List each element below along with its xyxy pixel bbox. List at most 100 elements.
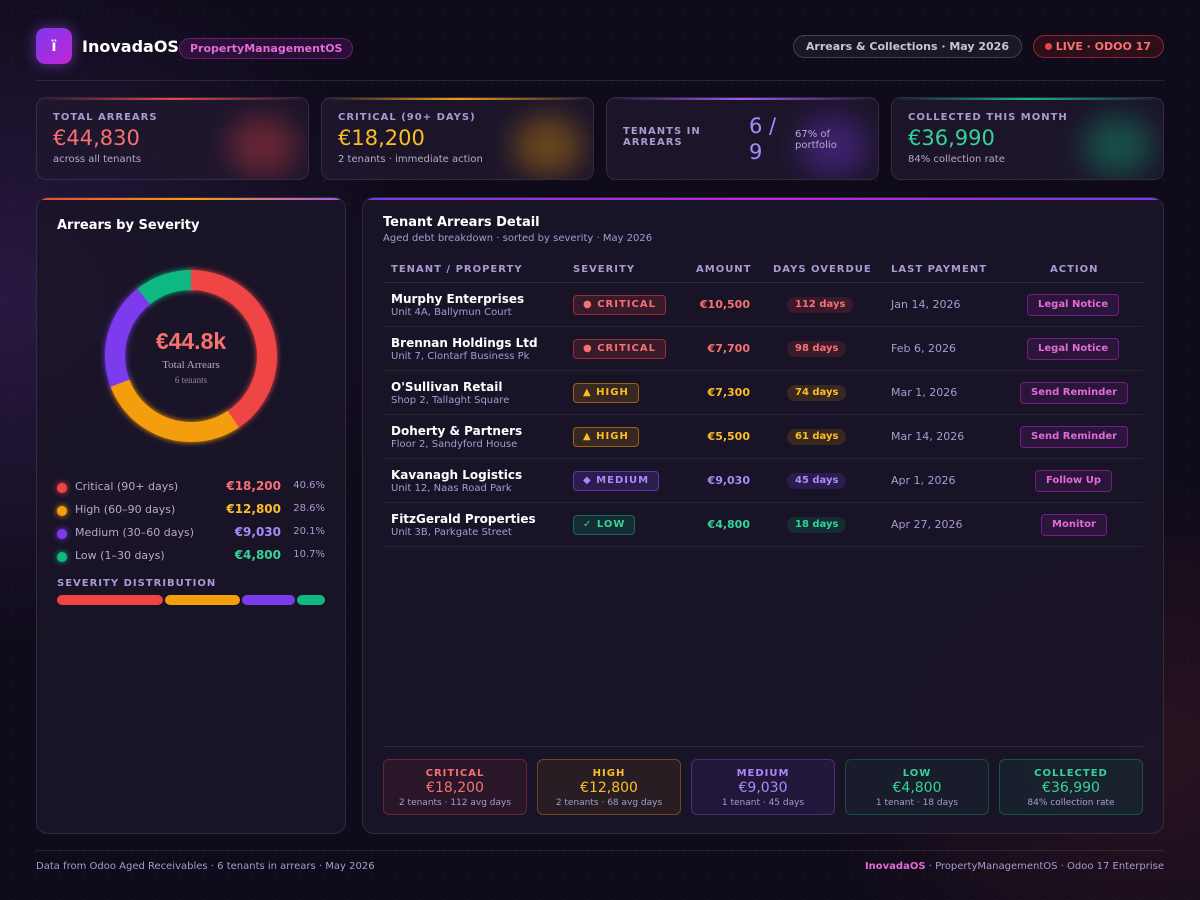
severity-badge: ▲ HIGH (573, 383, 639, 403)
tenant-property: Unit 4A, Ballymun Court (391, 307, 512, 318)
monitor-button[interactable]: Monitor (1041, 514, 1107, 536)
kpi-glow (798, 116, 868, 176)
severity-donut-chart: €44.8k Total Arrears 6 tenants (105, 270, 277, 442)
amount-value: €5,500 (707, 430, 750, 443)
donut-slice-high (105, 270, 277, 442)
legend-percent: 20.1% (293, 526, 325, 537)
footer-brand-text: InovadaOS · PropertyManagementOS · Odoo … (865, 861, 1164, 872)
summary-low: LOW €4,800 1 tenant · 18 days (845, 759, 989, 815)
tenant-property: Unit 3B, Parkgate Street (391, 527, 512, 538)
severity-badge: ◆ MEDIUM (573, 471, 660, 491)
send-reminder-button[interactable]: Send Reminder (1020, 426, 1129, 448)
live-dot-icon (1044, 43, 1052, 50)
last-payment-date: Mar 1, 2026 (891, 386, 958, 399)
legend-dot-icon (57, 552, 67, 562)
follow-up-button[interactable]: Follow Up (1035, 470, 1113, 492)
summary-value: €9,030 (738, 780, 788, 796)
kpi-label: COLLECTED THIS MONTH (908, 112, 1068, 123)
kpi-sub: 67% of portfolio (795, 129, 837, 151)
summary-label: LOW (902, 768, 932, 779)
summary-sub: 84% collection rate (1027, 798, 1115, 808)
distribution-segment-low (296, 595, 325, 605)
table-subtitle: Aged debt breakdown · sorted by severity… (383, 233, 653, 244)
kpi-value: €44,830 (53, 126, 140, 150)
distribution-title: SEVERITY DISTRIBUTION (57, 578, 217, 589)
tenant-name: FitzGerald Properties (391, 512, 536, 526)
amount-value: €4,800 (707, 518, 750, 531)
kpi-tenants-in-arrears: TENANTS IN ARREARS 6 / 9 67% of portfoli… (606, 97, 879, 180)
legend-amount: €9,030 (234, 525, 281, 539)
tenant-name: Kavanagh Logistics (391, 468, 523, 482)
kpi-accent-bar (322, 98, 593, 100)
distribution-segment-critical (57, 595, 164, 605)
legend-dot-icon (57, 529, 67, 539)
summary-sub: 1 tenant · 45 days (721, 798, 805, 808)
tenant-name: Brennan Holdings Ltd (391, 336, 538, 350)
col-header-severity[interactable]: SEVERITY (573, 264, 636, 275)
table-row[interactable]: Murphy Enterprises Unit 4A, Ballymun Cou… (383, 283, 1143, 327)
summary-label: HIGH (592, 768, 626, 779)
kpi-total-arrears: TOTAL ARREARS €44,830 across all tenants (36, 97, 309, 180)
col-header-tenant[interactable]: TENANT / PROPERTY (391, 264, 523, 275)
kpi-label: TOTAL ARREARS (53, 112, 158, 123)
tenant-property: Shop 2, Tallaght Square (391, 395, 510, 406)
kpi-accent-bar (37, 98, 308, 100)
amount-value: €10,500 (699, 298, 750, 311)
severity-distribution-bar (57, 595, 325, 605)
days-overdue-badge: 112 days (787, 297, 854, 313)
summary-label: MEDIUM (736, 768, 790, 779)
table-row[interactable]: Kavanagh Logistics Unit 12, Naas Road Pa… (383, 459, 1143, 503)
kpi-sub: 84% collection rate (908, 154, 1005, 165)
footer-brand: InovadaOS (864, 861, 926, 872)
legend-percent: 40.6% (293, 480, 325, 491)
summary-value: €36,990 (1042, 780, 1100, 796)
kpi-label: TENANTS IN ARREARS (623, 126, 701, 148)
col-header-last-payment[interactable]: LAST PAYMENT (891, 264, 988, 275)
legend-amount: €12,800 (226, 502, 281, 516)
panel-accent-bar (363, 198, 1163, 200)
table-title: Tenant Arrears Detail (383, 215, 540, 230)
live-status-label: LIVE · ODOO 17 (1055, 40, 1151, 53)
table-row[interactable]: FitzGerald Properties Unit 3B, Parkgate … (383, 503, 1143, 547)
table-row[interactable]: Brennan Holdings Ltd Unit 7, Clontarf Bu… (383, 327, 1143, 371)
severity-badge: ● CRITICAL (573, 295, 666, 315)
kpi-critical: CRITICAL (90+ DAYS) €18,200 2 tenants · … (321, 97, 594, 180)
legal-notice-button[interactable]: Legal Notice (1027, 294, 1120, 316)
kpi-value: €18,200 (338, 126, 425, 150)
kpi-glow (513, 116, 583, 176)
severity-badge: ✓ LOW (573, 515, 636, 535)
legend-label: Medium (30–60 days) (75, 526, 195, 539)
donut-slice-low (105, 270, 277, 442)
legend-dot-icon (57, 483, 67, 493)
summary-collected: COLLECTED €36,990 84% collection rate (999, 759, 1143, 815)
legend-percent: 28.6% (293, 503, 325, 514)
tenant-name: O'Sullivan Retail (391, 380, 503, 394)
col-header-amount[interactable]: AMOUNT (696, 264, 752, 275)
days-overdue-badge: 74 days (787, 385, 847, 401)
summary-critical: CRITICAL €18,200 2 tenants · 112 avg day… (383, 759, 527, 815)
table-row[interactable]: Doherty & Partners Floor 2, Sandyford Ho… (383, 415, 1143, 459)
donut-slice-medium (105, 270, 277, 442)
footer-divider (36, 850, 1164, 851)
summary-medium: MEDIUM €9,030 1 tenant · 45 days (691, 759, 835, 815)
panel-accent-bar (37, 198, 345, 200)
table-header-divider (383, 282, 1143, 283)
summary-value: €12,800 (580, 780, 638, 796)
table-row[interactable]: O'Sullivan Retail Shop 2, Tallaght Squar… (383, 371, 1143, 415)
last-payment-date: Jan 14, 2026 (891, 298, 961, 311)
last-payment-date: Mar 14, 2026 (891, 430, 965, 443)
arrears-table-panel (362, 197, 1164, 834)
kpi-collected: COLLECTED THIS MONTH €36,990 84% collect… (891, 97, 1164, 180)
legend-dot-icon (57, 506, 67, 516)
days-overdue-badge: 61 days (787, 429, 847, 445)
send-reminder-button[interactable]: Send Reminder (1020, 382, 1129, 404)
legend-amount: €4,800 (234, 548, 281, 562)
summary-value: €4,800 (892, 780, 942, 796)
legend-label: High (60–90 days) (75, 503, 176, 516)
legal-notice-button[interactable]: Legal Notice (1027, 338, 1120, 360)
tenant-property: Floor 2, Sandyford House (391, 439, 518, 450)
footer-source-text: Data from Odoo Aged Receivables · 6 tena… (36, 861, 375, 872)
donut-center-sub: 6 tenants (175, 375, 208, 385)
app-logo[interactable]: ï (36, 28, 72, 64)
col-header-days-overdue[interactable]: DAYS OVERDUE (773, 264, 872, 275)
